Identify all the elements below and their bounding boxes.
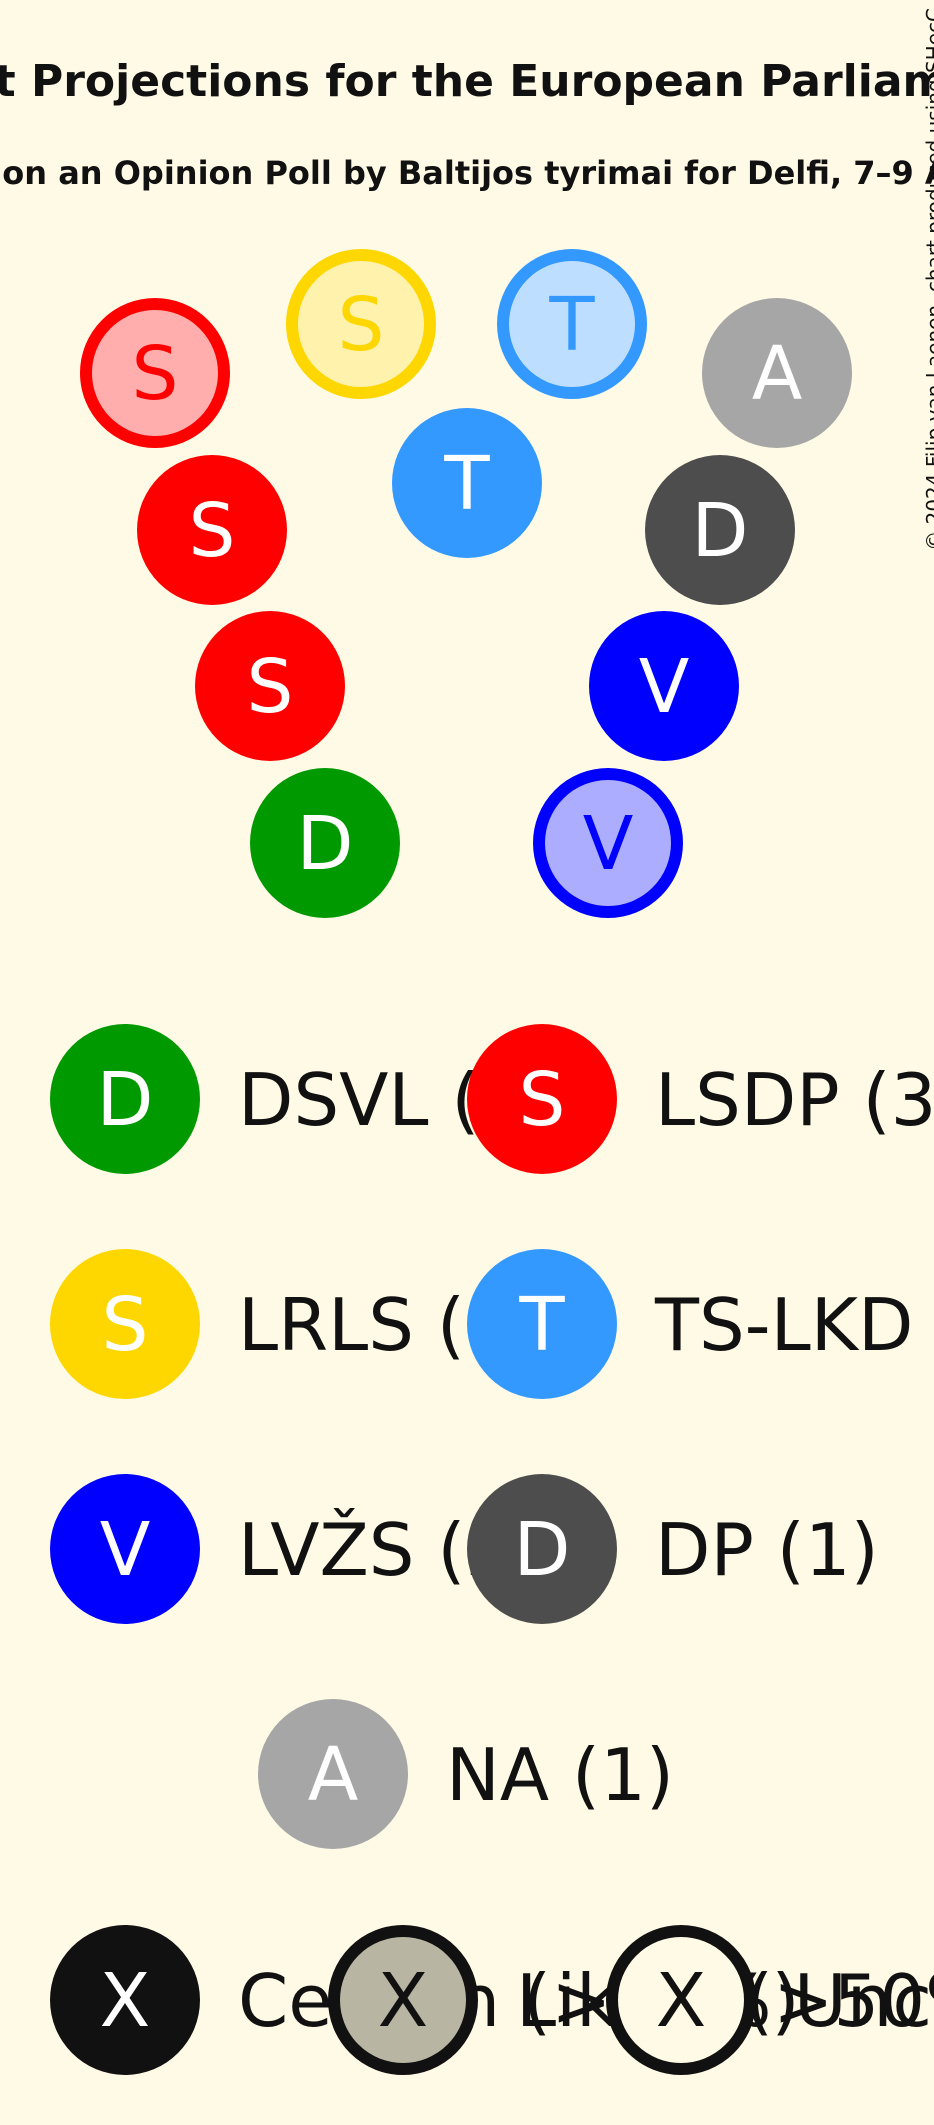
seat-na-8: A	[702, 298, 852, 448]
legend-lv-s-swatch-circle	[50, 1474, 200, 1624]
legend-lv-s-swatch: V	[50, 1474, 200, 1624]
legend-ts-lkd-swatch-letter: T	[518, 1282, 565, 1368]
status-likely-letter: X	[378, 1958, 429, 2044]
seat-ts-lkd-7-letter: T	[548, 282, 595, 368]
seat-lv-s-10: V	[589, 611, 739, 761]
legend-lsdp-label: LSDP (3)	[655, 1058, 934, 1142]
seat-na-8-circle	[702, 298, 852, 448]
legend-dp-label: DP (1)	[655, 1508, 879, 1592]
legend-ts-lkd-swatch: T	[467, 1249, 617, 1399]
seat-lsdp-3: S	[137, 455, 287, 605]
legend-na-label: NA (1)	[446, 1733, 674, 1817]
seat-lsdp-2-letter: S	[247, 644, 294, 730]
seat-lv-s-10-circle	[589, 611, 739, 761]
seat-lv-s-11-letter: V	[583, 801, 634, 887]
seat-lsdp-4-letter: S	[132, 331, 179, 417]
legend-lrls-swatch: S	[50, 1249, 200, 1399]
seat-lv-s-10-letter: V	[639, 644, 690, 730]
status-uncertain-swatch: X	[606, 1925, 756, 2075]
seat-dsvl-1: D	[250, 768, 400, 918]
copyright-notice: © 2024 Filip van Laenen, chart produced …	[922, 8, 934, 551]
legend-na-swatch-letter: A	[308, 1732, 359, 1818]
status-uncertain-circle	[606, 1925, 756, 2075]
seat-ts-lkd-6: T	[392, 408, 542, 558]
seat-lsdp-2: S	[195, 611, 345, 761]
seat-lv-s-11-circle	[533, 768, 683, 918]
seat-lrls-5-circle	[286, 249, 436, 399]
legend-lv-s-swatch-letter: V	[100, 1507, 151, 1593]
seat-ts-lkd-7: T	[497, 249, 647, 399]
legend-dp-swatch-circle	[467, 1474, 617, 1624]
seat-dp-9-circle	[645, 455, 795, 605]
seat-ts-lkd-7-circle	[497, 249, 647, 399]
seat-lsdp-2-circle	[195, 611, 345, 761]
seat-ts-lkd-6-circle	[392, 408, 542, 558]
status-certain-circle	[50, 1925, 200, 2075]
seat-lsdp-3-circle	[137, 455, 287, 605]
seat-lv-s-11: V	[533, 768, 683, 918]
status-certain-letter: X	[100, 1958, 151, 2044]
status-likely-circle	[328, 1925, 478, 2075]
status-certain-swatch: X	[50, 1925, 200, 2075]
legend-lsdp-swatch-letter: S	[519, 1057, 566, 1143]
seat-dsvl-1-letter: D	[297, 801, 354, 887]
legend-na-swatch: A	[258, 1699, 408, 1849]
seat-na-8-letter: A	[752, 331, 803, 417]
seat-dsvl-1-circle	[250, 768, 400, 918]
seat-ts-lkd-6-letter: T	[443, 441, 490, 527]
seat-lsdp-4: S	[80, 298, 230, 448]
legend-dsvl-swatch-letter: D	[97, 1057, 154, 1143]
legend-lrls-swatch-letter: S	[102, 1282, 149, 1368]
seat-lrls-5-letter: S	[338, 282, 385, 368]
seat-lrls-5: S	[286, 249, 436, 399]
status-uncertain-label: Uncertain (<50%)	[794, 1959, 934, 2043]
seat-lsdp-3-letter: S	[189, 488, 236, 574]
legend-ts-lkd-label: TS-LKD (2)	[654, 1283, 934, 1367]
chart-subtitle: Based on an Opinion Poll by Baltijos tyr…	[0, 154, 934, 192]
legend-dsvl-swatch: D	[50, 1024, 200, 1174]
legend-dsvl-swatch-circle	[50, 1024, 200, 1174]
legend-ts-lkd-swatch-circle	[467, 1249, 617, 1399]
seat-dp-9: D	[645, 455, 795, 605]
legend-lrls-swatch-circle	[50, 1249, 200, 1399]
legend-dp-swatch: D	[467, 1474, 617, 1624]
legend-dp-swatch-letter: D	[514, 1507, 571, 1593]
legend-lsdp-swatch-circle	[467, 1024, 617, 1174]
seat-dp-9-letter: D	[692, 488, 749, 574]
chart-title: Seat Projections for the European Parlia…	[0, 56, 934, 107]
legend-na-swatch-circle	[258, 1699, 408, 1849]
seat-lsdp-4-circle	[80, 298, 230, 448]
status-likely-swatch: X	[328, 1925, 478, 2075]
legend-lsdp-swatch: S	[467, 1024, 617, 1174]
status-uncertain-letter: X	[656, 1958, 707, 2044]
